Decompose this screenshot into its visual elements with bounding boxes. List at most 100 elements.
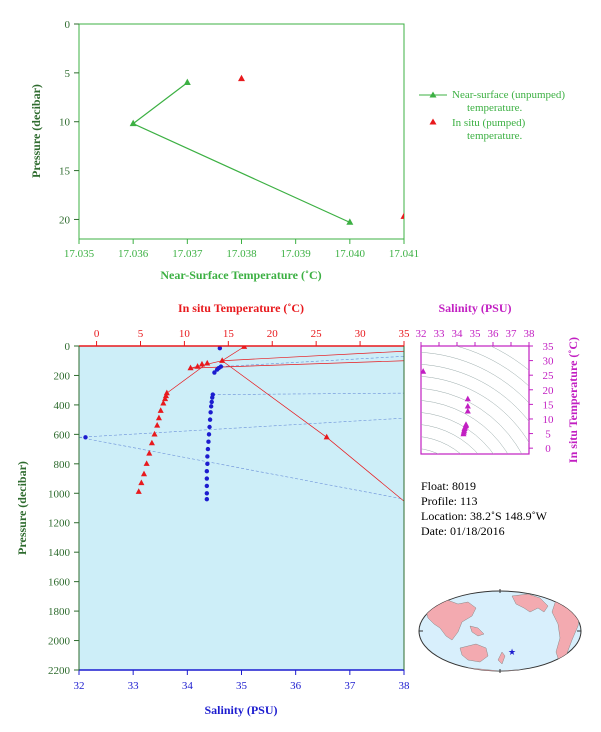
ts-y-tick-label: 5 (545, 429, 551, 441)
main-plot-area (79, 346, 404, 670)
top-plot-marks (129, 74, 404, 225)
salinity-guide (220, 356, 404, 367)
salinity-point (209, 399, 214, 405)
salinity-outlier-guide (79, 437, 404, 500)
main-x-axis-title: Salinity (PSU) (204, 703, 277, 717)
temperature-point (162, 395, 169, 402)
temperature-line (166, 363, 208, 394)
ts-x-tick-label: 37 (506, 328, 518, 340)
salinity-point (208, 410, 213, 415)
salinity-point (212, 370, 217, 375)
salinity-point (204, 468, 210, 474)
temperature-tick-label: 25 (311, 328, 323, 340)
near-surface-point (183, 78, 191, 86)
salinity-tick-label: 38 (399, 680, 411, 692)
ts-y-tick-label: 35 (543, 341, 555, 353)
salinity-point (206, 439, 211, 444)
temperature-point (157, 407, 164, 413)
ts-y-axis: 0 5 10 15 20 25 30 35 (529, 341, 554, 455)
ts-y-tick-label: 20 (543, 385, 555, 397)
pressure-tick-label: 1000 (48, 488, 71, 500)
ts-y-tick-label: 15 (543, 399, 555, 411)
top-x-tick-label: 17.035 (64, 248, 95, 260)
temperature-tick-label: 0 (94, 328, 100, 340)
salinity-point (207, 417, 213, 422)
main-y-axis-title: Pressure (decibar) (15, 461, 29, 555)
legend-green-text: Near-surface (unpumped) temperature. (452, 89, 568, 114)
pressure-axis: 0 200 400 600 800 1000 1200 1400 1600 1800 2000 220… (48, 341, 79, 677)
temperature-tick-label: 20 (267, 328, 279, 340)
top-x-tick-label: 17.036 (118, 248, 149, 260)
temperature-tick-label: 30 (355, 328, 367, 340)
legend-green-line2: temperature. (467, 102, 523, 114)
temperature-point (148, 439, 155, 446)
pressure-tick-label: 1800 (48, 606, 71, 618)
temperature-line (222, 350, 404, 362)
salinity-point (83, 435, 88, 440)
in-situ-point (238, 74, 245, 82)
in-situ-point (400, 212, 404, 219)
ts-point (464, 407, 471, 414)
salinity-guide (212, 392, 404, 395)
temperature-point (151, 430, 158, 437)
main-top-axis-title: In situ Temperature (˚C) (178, 301, 304, 315)
temperature-point (204, 359, 211, 366)
top-x-tick-label: 17.039 (281, 248, 312, 260)
salinity-tick-label: 36 (290, 680, 302, 692)
ts-x-tick-label: 33 (434, 328, 446, 340)
float-id: Float: 8019 (421, 479, 476, 493)
locator-map: ★ (418, 589, 582, 673)
top-x-axis: 17.035 17.036 17.037 17.038 17.039 17.040 17.0… (64, 239, 419, 260)
salinity-point (204, 491, 210, 496)
salinity-point (205, 454, 210, 459)
star-icon: ★ (508, 648, 516, 658)
main-guide-lines (79, 356, 404, 500)
top-x-tick-label: 17.041 (389, 248, 419, 260)
temperature-point (160, 399, 167, 406)
salinity-tick-label: 34 (182, 680, 194, 692)
temperature-point (323, 433, 330, 440)
profile-date: Date: 01/18/2016 (421, 524, 505, 538)
map-graticule-ticks (419, 589, 581, 673)
ts-diagram: 32 33 34 35 36 37 38 0 5 10 15 20 25 30 35 Salinity (… (416, 301, 581, 463)
pressure-tick-label: 1400 (48, 547, 71, 559)
temperature-tick-label: 35 (399, 328, 411, 340)
ts-x-tick-label: 35 (470, 328, 482, 340)
legend-green-marker (429, 91, 437, 98)
top-y-tick-label: 0 (65, 19, 71, 31)
salinity-point (210, 395, 215, 400)
ts-y-axis-title: In situ Temperature (˚C) (566, 337, 580, 463)
temperature-point (154, 422, 161, 428)
pressure-tick-label: 1200 (48, 518, 71, 530)
map-land (423, 593, 581, 671)
ts-point (464, 395, 471, 402)
pressure-tick-label: 200 (54, 370, 71, 382)
top-plot-frame (78, 23, 405, 240)
salinity-point (214, 367, 220, 372)
temperature-point (155, 414, 162, 421)
top-x-tick-label: 17.037 (172, 248, 203, 260)
temperature-point (194, 363, 201, 369)
pressure-tick-label: 600 (54, 429, 71, 441)
legend-red-text: In situ (pumped) temperature. (452, 117, 528, 142)
ts-point (464, 402, 471, 409)
ts-x-tick-label: 32 (416, 328, 427, 340)
near-surface-chart: 17.035 17.036 17.037 17.038 17.039 17.040 17.0… (29, 19, 568, 282)
temperature-tick-label: 10 (179, 328, 191, 340)
salinity-outlier-guide (79, 417, 404, 438)
temperature-point (135, 488, 142, 494)
temperature-point (187, 364, 194, 371)
salinity-axis: 32 33 34 35 36 37 38 (74, 670, 411, 692)
salinity-point (204, 496, 210, 502)
salinity-point (208, 404, 214, 409)
salinity-point (207, 424, 212, 430)
temperature-tick-label: 5 (138, 328, 144, 340)
near-surface-point (346, 218, 354, 225)
profile-chart: 32 33 34 35 36 37 38 0 5 10 15 20 25 30 35 0 200 400 600… (15, 301, 411, 717)
top-y-axis: 0 5 10 15 20 (59, 19, 79, 226)
float-info: Float: 8019 Profile: 113 Location: 38.2˚… (421, 479, 548, 538)
near-surface-point (129, 119, 137, 127)
legend-red-line1: In situ (pumped) (452, 117, 526, 129)
temperature-point (138, 479, 145, 486)
